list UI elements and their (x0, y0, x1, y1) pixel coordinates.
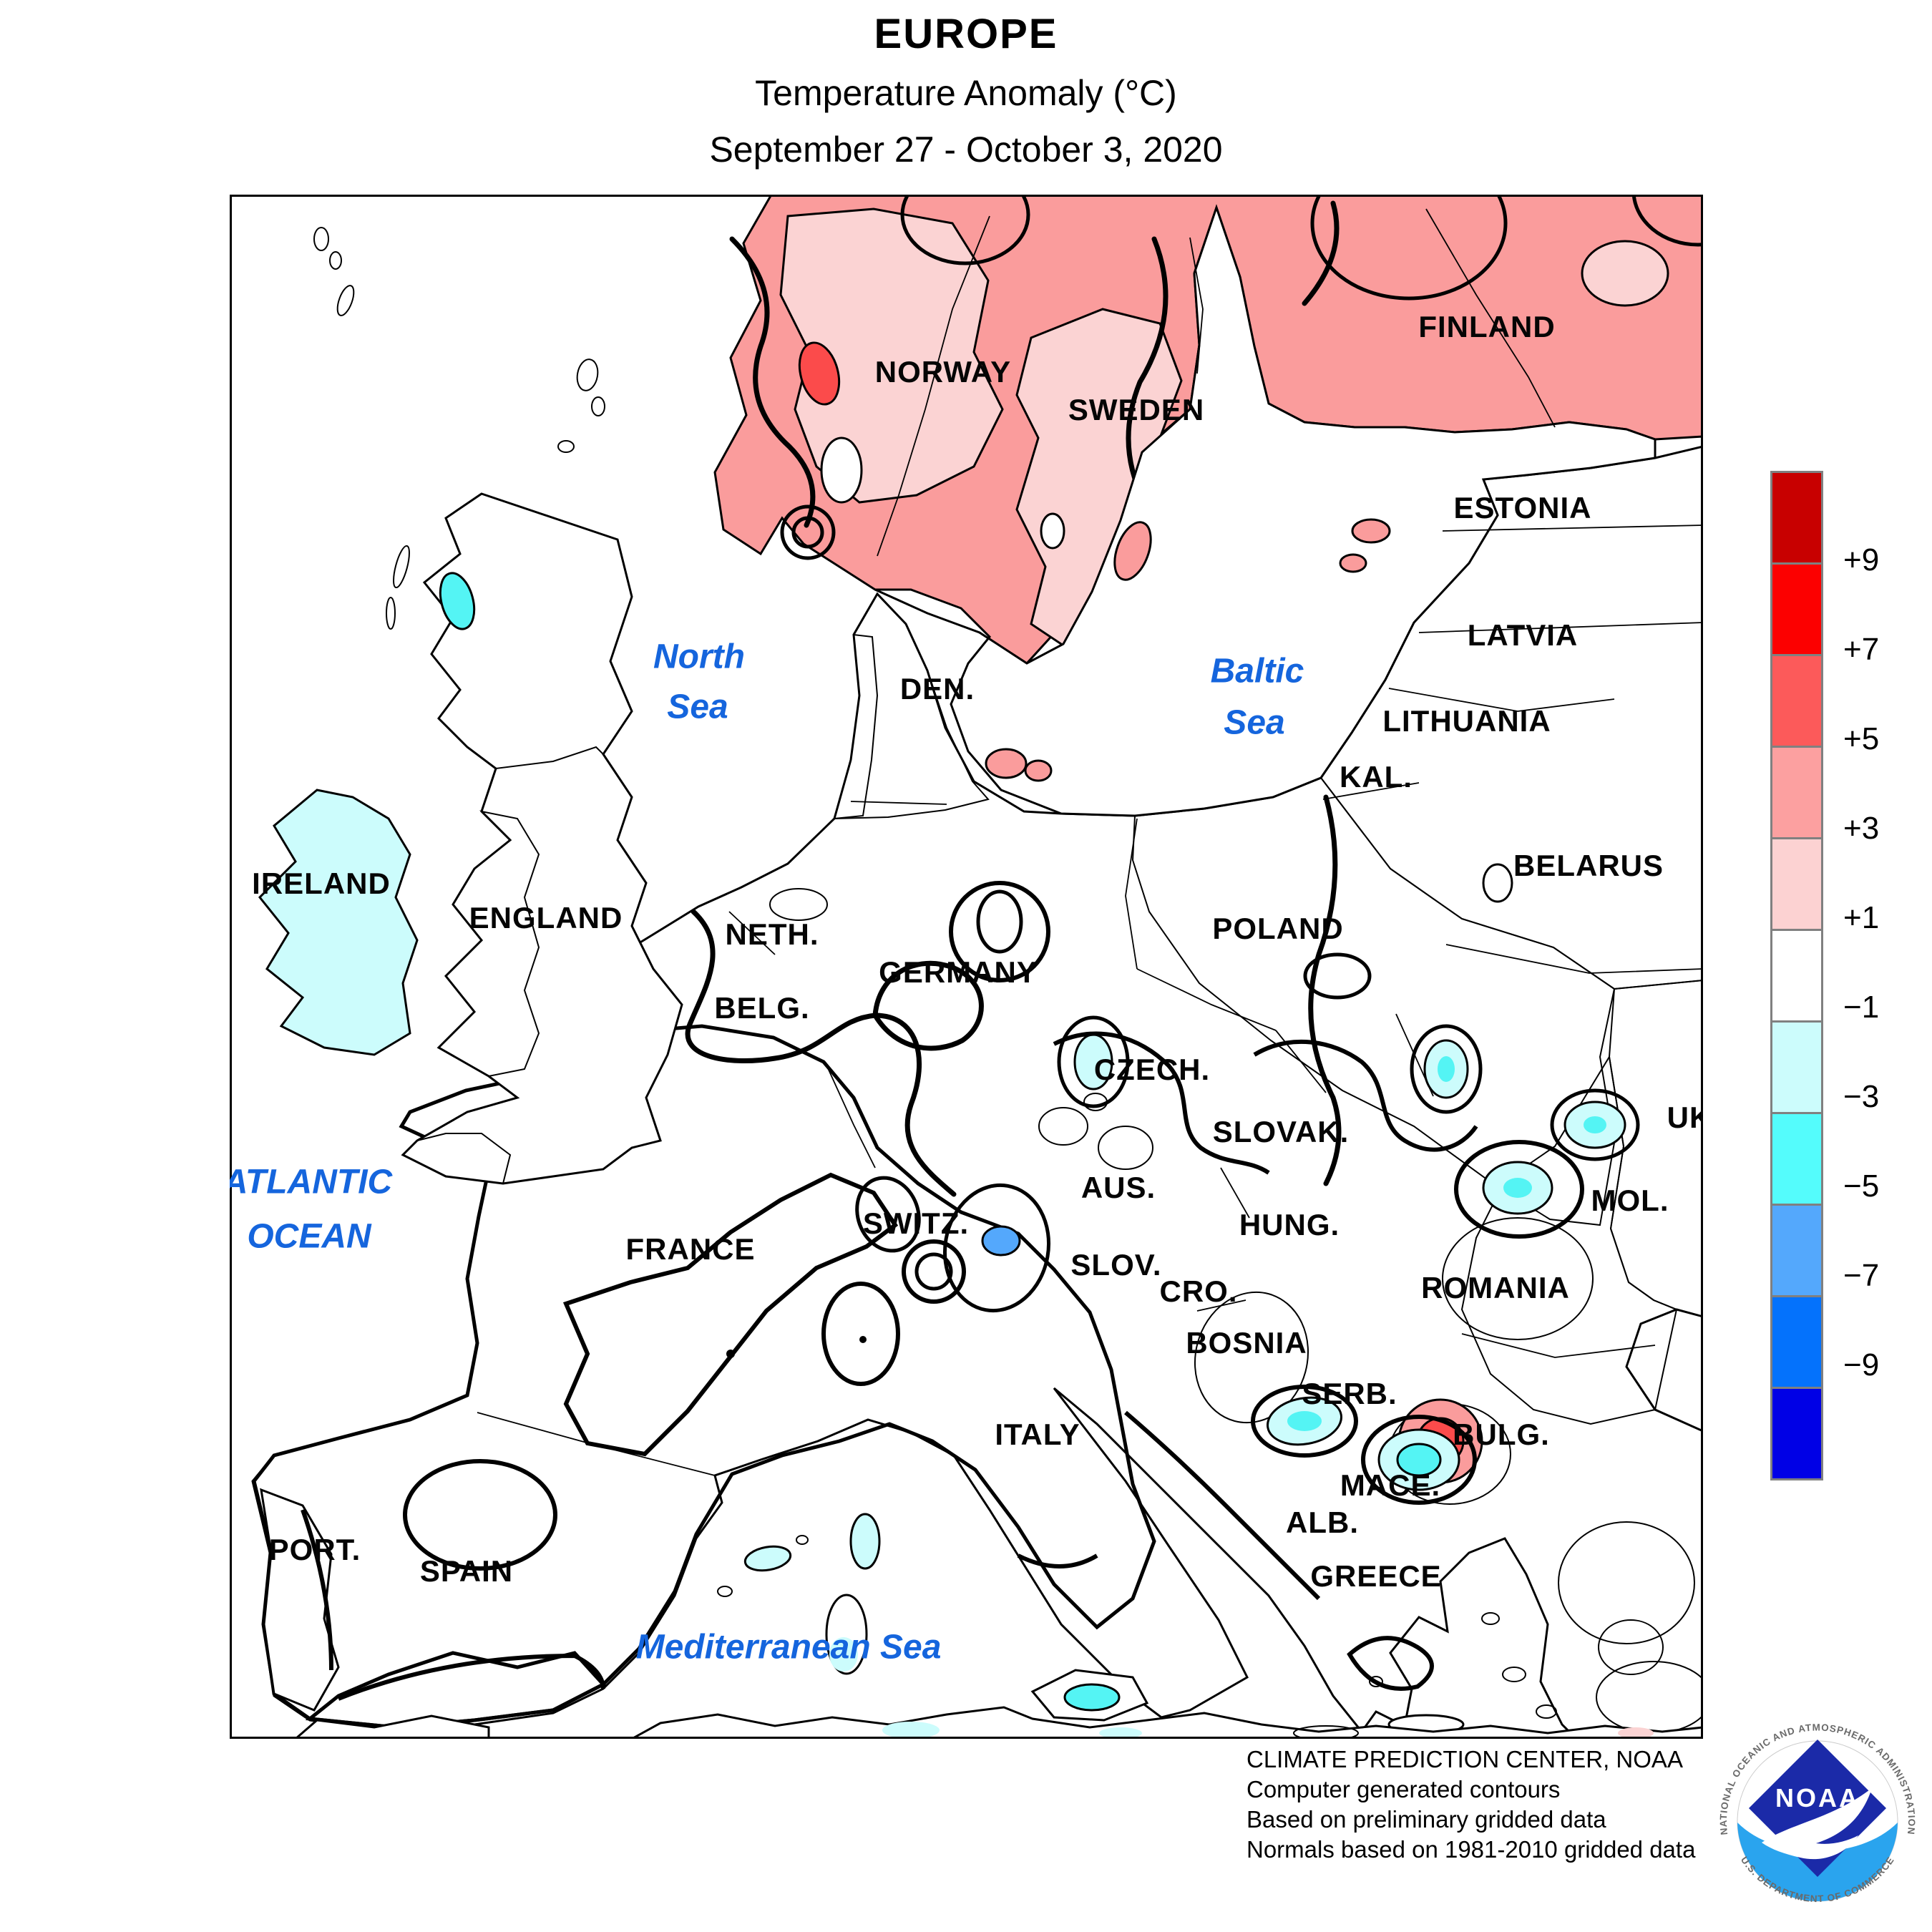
country-label-poland: POLAND (1212, 912, 1344, 945)
credit-line-1: CLIMATE PREDICTION CENTER, NOAA (1246, 1746, 1683, 1772)
colorbar-value-p3: +3 (1843, 811, 1880, 846)
logo-noaa-text: NOAA (1775, 1783, 1860, 1813)
country-label-alb: ALB. (1286, 1506, 1359, 1539)
baltic-sea-water (874, 204, 1657, 817)
country-label-france: FRANCE (625, 1232, 756, 1266)
country-label-ireland: IRELAND (252, 867, 391, 900)
region-cool-west (252, 1021, 1156, 1729)
colorbar-value-p7: +7 (1843, 632, 1880, 667)
country-label-lithuania: LITHUANIA (1382, 704, 1551, 738)
colorbar-value-p9: +9 (1843, 542, 1880, 577)
country-label-norway: NORWAY (874, 355, 1012, 389)
colorbar-cell-10 (1772, 1387, 1821, 1478)
sea-label-baltic: Baltic (1210, 652, 1304, 691)
sea-label-north: North (653, 638, 745, 676)
colorbar-cell-9 (1772, 1295, 1821, 1387)
anomaly-colorbar (1770, 471, 1823, 1480)
europe-anomaly-map: North Sea Baltic Sea ATLANTIC OCEAN Mediterran… (230, 195, 1703, 1739)
sea-label-atlantic: ATLANTIC (230, 1163, 393, 1201)
colorbar-value-labels: +9 +7 +5 +3 +1 −1 −3 −5 −7 −9 (1843, 471, 1929, 1458)
country-label-slov: SLOV. (1070, 1248, 1162, 1282)
country-label-mol: MOL. (1591, 1184, 1669, 1217)
colorbar-cell-8 (1772, 1204, 1821, 1295)
country-label-belarus: BELARUS (1513, 849, 1664, 882)
map-canvas (230, 195, 1703, 1739)
country-label-bulg: BULG. (1453, 1418, 1550, 1451)
colorbar-value-m3: −3 (1843, 1079, 1880, 1114)
colorbar-cell-4 (1772, 837, 1821, 929)
sea-label-sea: Sea (1224, 703, 1285, 742)
coldspot-france (562, 1172, 899, 1457)
sea-label-layer: North Sea Baltic Sea ATLANTIC OCEAN Mediterran… (230, 195, 1703, 1739)
colorbar-cell-0 (1772, 473, 1821, 562)
hotspot-north-norway (900, 195, 1030, 265)
sea-label-mediterranean-sea: Mediterranean Sea (635, 1628, 942, 1667)
hotspot-norway-coast (798, 341, 841, 406)
credit-line-3: Based on preliminary gridded data (1246, 1806, 1606, 1833)
region-cool-central (1038, 1015, 1640, 1505)
country-label-sweden: SWEDEN (1068, 393, 1205, 426)
contour-lines (685, 794, 1478, 1691)
country-label-germany: GERMANY (879, 955, 1038, 989)
country-label-mace: MACE. (1340, 1468, 1441, 1502)
country-label-uk: UK (1667, 1101, 1703, 1134)
hotspot-nw-finland (1310, 195, 1508, 301)
region-scandinavia (713, 195, 1703, 665)
colorbar-value-p1: +1 (1843, 900, 1880, 935)
colorbar-cell-1 (1772, 562, 1821, 654)
colorbar-value-p5: +5 (1843, 721, 1880, 756)
country-label-estonia: ESTONIA (1453, 491, 1592, 525)
title-block: EUROPE Temperature Anomaly (°C) Septembe… (250, 4, 1682, 177)
map-border (230, 195, 1703, 1739)
map-subtitle: Temperature Anomaly (°C) (755, 73, 1177, 113)
country-label-czech: CZECH. (1093, 1053, 1211, 1086)
country-label-port: PORT. (268, 1533, 361, 1566)
country-label-slovak: SLOVAK. (1212, 1115, 1350, 1148)
warm-bullseye-switzerland (914, 1252, 953, 1291)
colorbar-value-m5: −5 (1843, 1169, 1880, 1204)
hotspot-map-corner (1631, 195, 1703, 247)
country-label-bosnia: BOSNIA (1186, 1326, 1307, 1360)
country-label-cro: CRO. (1159, 1274, 1238, 1308)
country-label-kal: KAL. (1340, 760, 1413, 794)
credits-block: CLIMATE PREDICTION CENTER, NOAA Computer … (1246, 1745, 1762, 1865)
country-label-romania: ROMANIA (1421, 1271, 1570, 1304)
country-label-hung: HUNG. (1239, 1208, 1340, 1241)
country-label-switz: SWITZ. (862, 1206, 970, 1240)
colorbar-cell-7 (1772, 1112, 1821, 1204)
credit-line-2: Computer generated contours (1246, 1776, 1561, 1802)
region-mediterranean (293, 1513, 1703, 1739)
colorbar-value-m7: −7 (1843, 1258, 1880, 1293)
region-british-isles (258, 227, 683, 1185)
noaa-logo: NOAA NATIONAL OCEANIC AND ATMOSPHERIC AD… (1718, 1722, 1916, 1905)
seagull-icon (1762, 1788, 1872, 1860)
country-label-italy: ITALY (995, 1418, 1080, 1451)
country-label-den: DEN. (899, 672, 975, 706)
sea-label-sea: Sea (667, 688, 728, 726)
country-label-neth: NETH. (725, 917, 819, 951)
country-label-latvia: LATVIA (1467, 618, 1579, 652)
colorbar-value-m9: −9 (1843, 1347, 1880, 1382)
country-label-finland: FINLAND (1418, 310, 1556, 343)
map-date-range: September 27 - October 3, 2020 (709, 130, 1223, 170)
country-label-layer: FINLAND NORWAY SWEDEN ESTONIA LATVIA LITHUANI… (230, 195, 1703, 1739)
political-borders (477, 208, 1703, 1476)
country-label-greece: GREECE (1310, 1559, 1442, 1593)
sea-label-ocean: OCEAN (247, 1217, 371, 1256)
map-title: EUROPE (874, 11, 1058, 57)
credit-line-4: Normals based on 1981-2010 gridded data (1246, 1836, 1696, 1863)
coldspot-alps-blue (981, 1225, 1021, 1257)
romania-neutral-zone (1442, 1217, 1594, 1340)
colorbar-cell-6 (1772, 1020, 1821, 1112)
colorbar-cell-5 (1772, 929, 1821, 1020)
country-label-aus: AUS. (1080, 1171, 1156, 1204)
country-label-serb: SERB. (1302, 1377, 1397, 1410)
colorbar-value-m1: −1 (1843, 990, 1880, 1025)
colorbar-cell-2 (1772, 654, 1821, 746)
colorbar-cell-3 (1772, 746, 1821, 837)
country-label-england: ENGLAND (469, 901, 623, 935)
country-label-belg: BELG. (714, 991, 810, 1025)
country-label-spain: SPAIN (419, 1554, 514, 1588)
